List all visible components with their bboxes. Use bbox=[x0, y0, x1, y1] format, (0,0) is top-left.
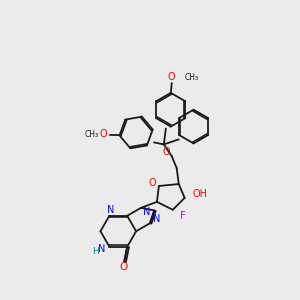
Text: OH: OH bbox=[192, 189, 207, 199]
Text: N: N bbox=[107, 205, 114, 215]
Text: H: H bbox=[92, 247, 99, 256]
Text: O: O bbox=[148, 178, 156, 188]
Text: N: N bbox=[143, 207, 151, 217]
Text: CH₃: CH₃ bbox=[185, 73, 199, 82]
Text: O: O bbox=[100, 129, 107, 140]
Text: N: N bbox=[153, 214, 161, 224]
Text: N: N bbox=[98, 244, 105, 254]
Text: O: O bbox=[119, 262, 128, 272]
Text: CH₃: CH₃ bbox=[85, 130, 99, 139]
Text: F: F bbox=[180, 211, 185, 221]
Text: O: O bbox=[168, 72, 176, 82]
Text: O: O bbox=[162, 147, 170, 157]
